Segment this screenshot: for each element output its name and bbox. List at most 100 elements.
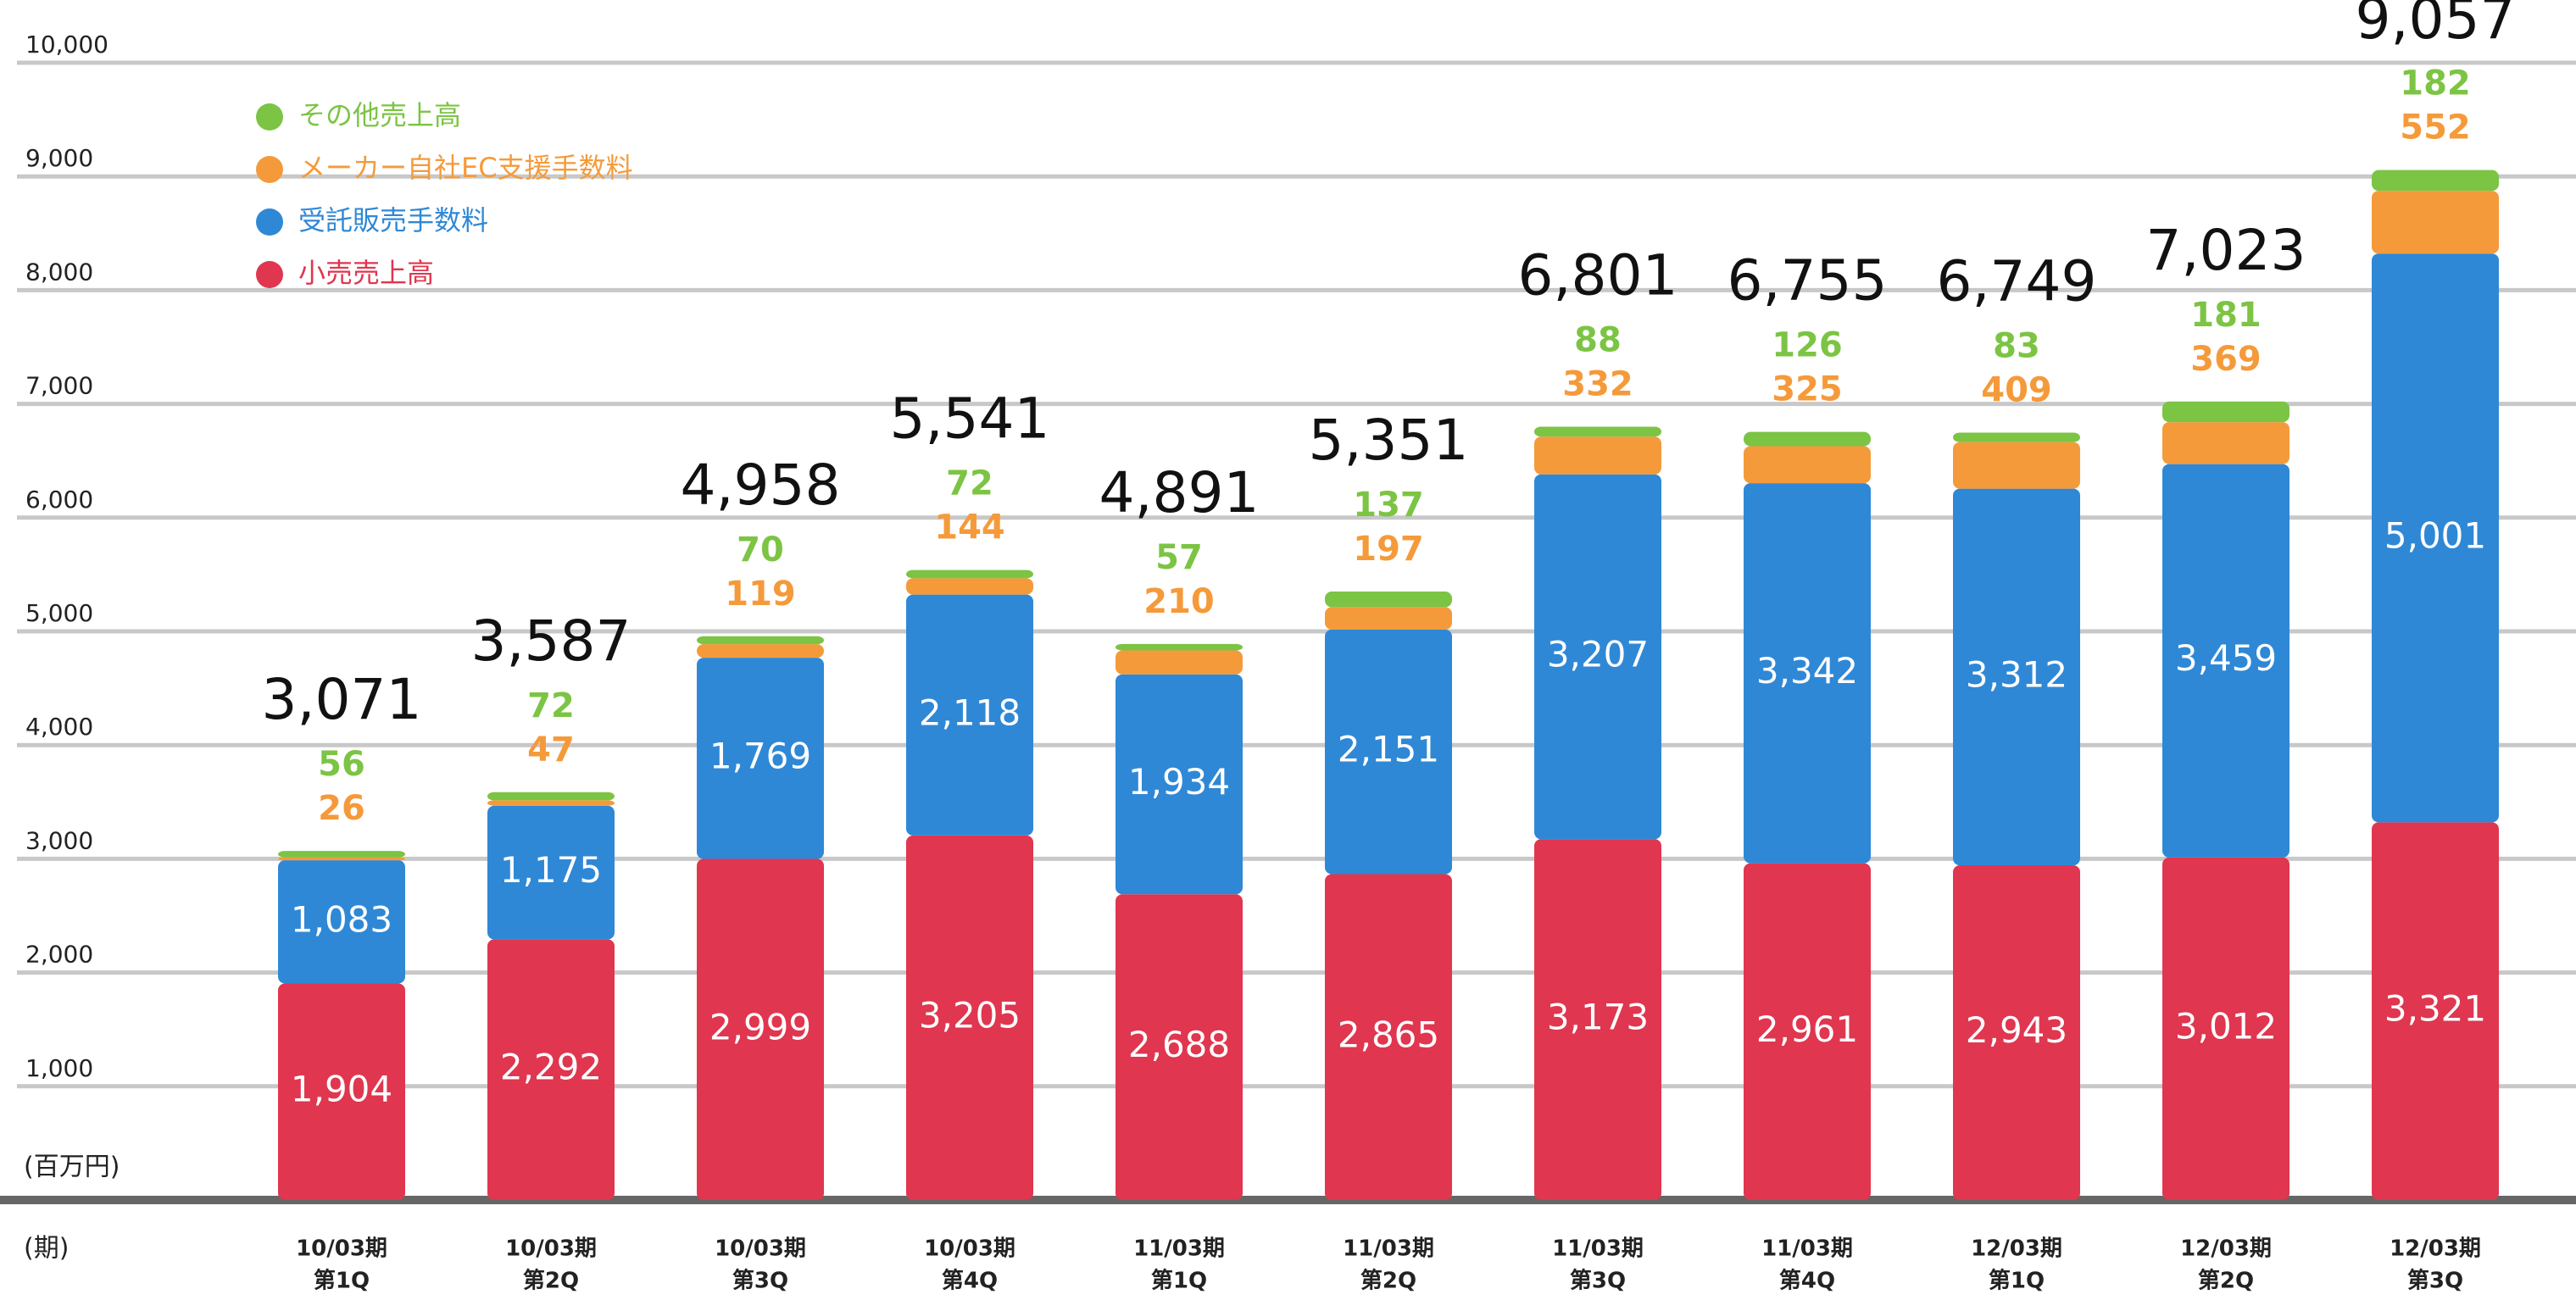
data-label: 210: [1143, 582, 1215, 621]
bar-segment: [1325, 607, 1452, 630]
data-label: 83: [1993, 327, 2040, 366]
x-tick-label: 12/03期: [2390, 1236, 2481, 1262]
bar-segment: [2162, 464, 2289, 858]
x-tick-label: 12/03期: [1971, 1236, 2062, 1262]
y-unit: (百万円): [24, 1153, 120, 1182]
data-label: 56: [318, 745, 365, 784]
data-label: 2,961: [1756, 1008, 1858, 1050]
data-label: 3,205: [919, 994, 1021, 1036]
data-label: 2,865: [1338, 1014, 1439, 1055]
bar-segment: [906, 594, 1033, 836]
legend-swatch: [256, 156, 283, 183]
data-label: 2,151: [1338, 729, 1439, 770]
data-label: 369: [2190, 340, 2262, 379]
y-tick-label: 9,000: [25, 144, 93, 172]
data-label: 1,904: [291, 1069, 392, 1110]
bar-segment: [1325, 629, 1452, 875]
bar-segment: [906, 569, 1033, 579]
bar-segment: [2162, 422, 2289, 464]
x-tick-label: 第4Q: [1779, 1268, 1835, 1294]
bar-segment: [1534, 426, 1661, 437]
bar-segment: [278, 857, 405, 861]
y-tick-label: 7,000: [25, 372, 93, 400]
data-label: 3,207: [1547, 633, 1649, 675]
data-label: 26: [318, 789, 365, 828]
x-tick-label: 11/03期: [1761, 1236, 1853, 1262]
total-label: 6,755: [1728, 248, 1888, 314]
y-tick-label: 1,000: [25, 1054, 93, 1082]
data-label: 1,934: [1128, 761, 1230, 803]
legend-swatch: [256, 261, 283, 288]
bar-segment: [697, 644, 824, 658]
bar-segment: [697, 636, 824, 645]
data-label: 47: [527, 731, 575, 769]
x-tick-label: 第1Q: [314, 1268, 370, 1294]
data-label: 70: [737, 531, 784, 569]
y-tick-label: 10,000: [25, 31, 108, 58]
bar-segment: [487, 939, 615, 1200]
x-tick-label: 11/03期: [1552, 1236, 1644, 1262]
y-tick-label: 4,000: [25, 713, 93, 741]
bar-segment: [487, 805, 615, 940]
total-label: 5,541: [890, 386, 1050, 452]
bar-segment: [1116, 643, 1243, 651]
total-label: 4,958: [681, 453, 841, 518]
bar-segment: [1534, 474, 1661, 840]
data-label: 2,999: [709, 1006, 811, 1047]
data-label: 1,175: [500, 849, 602, 891]
bar-segment: [1953, 432, 2080, 442]
x-tick-label: 第3Q: [732, 1268, 788, 1294]
y-tick-label: 3,000: [25, 826, 93, 854]
legend-swatch: [256, 208, 283, 236]
data-label: 3,321: [2384, 988, 2486, 1030]
x-tick-label: 11/03期: [1133, 1236, 1225, 1262]
y-tick-label: 6,000: [25, 486, 93, 514]
x-tick-label: 第2Q: [1360, 1268, 1416, 1294]
bar-segment: [1744, 446, 1871, 484]
data-label: 2,688: [1128, 1024, 1230, 1065]
bar-segment: [697, 858, 824, 1200]
bar-segment: [697, 658, 824, 859]
data-label: 325: [1772, 370, 1843, 409]
bar-segment: [1116, 650, 1243, 675]
legend-label: メーカー自社EC支援手数料: [298, 152, 633, 184]
bar-segment: [1744, 863, 1871, 1200]
bar-segment: [1325, 874, 1452, 1200]
data-label: 88: [1574, 320, 1622, 359]
bar-segment: [1116, 674, 1243, 895]
data-label: 181: [2190, 296, 2262, 335]
data-label: 5,001: [2384, 514, 2486, 556]
bar-segment: [1534, 839, 1661, 1200]
legend-label: その他売上高: [298, 99, 461, 131]
bar-segment: [2372, 169, 2499, 192]
bar-segment: [1953, 488, 2080, 866]
x-tick-label: 10/03期: [715, 1236, 806, 1262]
total-label: 3,587: [471, 608, 631, 674]
x-tick-label: 10/03期: [924, 1236, 1015, 1262]
total-label: 6,801: [1518, 243, 1678, 308]
data-label: 1,083: [291, 898, 392, 940]
data-label: 137: [1353, 486, 1424, 525]
bar-segment: [2162, 857, 2289, 1200]
bar-segment: [2372, 253, 2499, 823]
total-label: 3,071: [262, 667, 422, 732]
bar-segment: [278, 851, 405, 858]
total-label: 6,749: [1937, 249, 2097, 314]
bar-segment: [1953, 442, 2080, 489]
bar-segment: [2372, 822, 2499, 1200]
data-label: 197: [1353, 530, 1424, 569]
data-label: 57: [1155, 538, 1203, 577]
bar-segment: [278, 983, 405, 1200]
data-label: 2,118: [919, 692, 1021, 733]
data-label: 409: [1981, 371, 2052, 410]
x-tick-label: 10/03期: [505, 1236, 597, 1262]
bar-segment: [2162, 401, 2289, 423]
total-label: 9,057: [2356, 0, 2516, 52]
x-tick-label: 第1Q: [1151, 1268, 1207, 1294]
bar-segment: [906, 835, 1033, 1200]
data-label: 2,292: [500, 1047, 602, 1088]
x-tick-label: 12/03期: [2180, 1236, 2272, 1262]
data-label: 182: [2400, 64, 2471, 103]
data-label: 119: [725, 575, 796, 614]
bar-segment: [278, 860, 405, 984]
